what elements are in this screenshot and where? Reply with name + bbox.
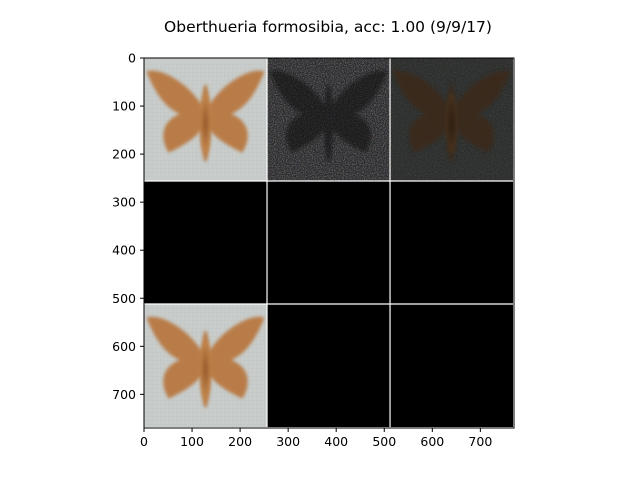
image-tiles <box>144 58 514 428</box>
x-tick-label: 700 <box>468 434 492 449</box>
image-tile-1-0 <box>144 181 268 305</box>
x-tick-label: 0 <box>140 434 148 449</box>
y-tick-label: 500 <box>112 291 136 306</box>
image-tile-2-0 <box>144 304 268 428</box>
x-tick-label: 600 <box>420 434 444 449</box>
x-tick-label: 500 <box>372 434 396 449</box>
image-tile-2-2 <box>390 304 514 428</box>
x-tick-label: 200 <box>228 434 252 449</box>
image-tile-1-1 <box>267 181 391 305</box>
y-tick-label: 300 <box>112 195 136 210</box>
x-axis: 0 100 200 300 400 500 600 700 <box>140 428 492 449</box>
y-tick-label: 400 <box>112 243 136 258</box>
y-tick-label: 100 <box>112 99 136 114</box>
plot-frame <box>143 57 515 429</box>
image-tile-1-2 <box>390 181 514 305</box>
x-tick-label: 300 <box>276 434 300 449</box>
image-tile-2-1 <box>267 304 391 428</box>
grid-separators <box>144 58 514 428</box>
y-tick-label: 600 <box>112 339 136 354</box>
y-tick-label: 200 <box>112 147 136 162</box>
y-axis: 0 100 200 300 400 500 600 700 <box>112 51 144 402</box>
y-tick-label: 0 <box>128 51 136 66</box>
x-tick-label: 100 <box>180 434 204 449</box>
image-tile-0-0 <box>144 58 268 182</box>
x-tick-label: 400 <box>324 434 348 449</box>
chart-title: Oberthueria formosibia, acc: 1.00 (9/9/1… <box>164 18 492 36</box>
image-tile-0-1 <box>267 58 391 182</box>
image-tile-0-2 <box>390 58 514 182</box>
y-tick-label: 700 <box>112 387 136 402</box>
